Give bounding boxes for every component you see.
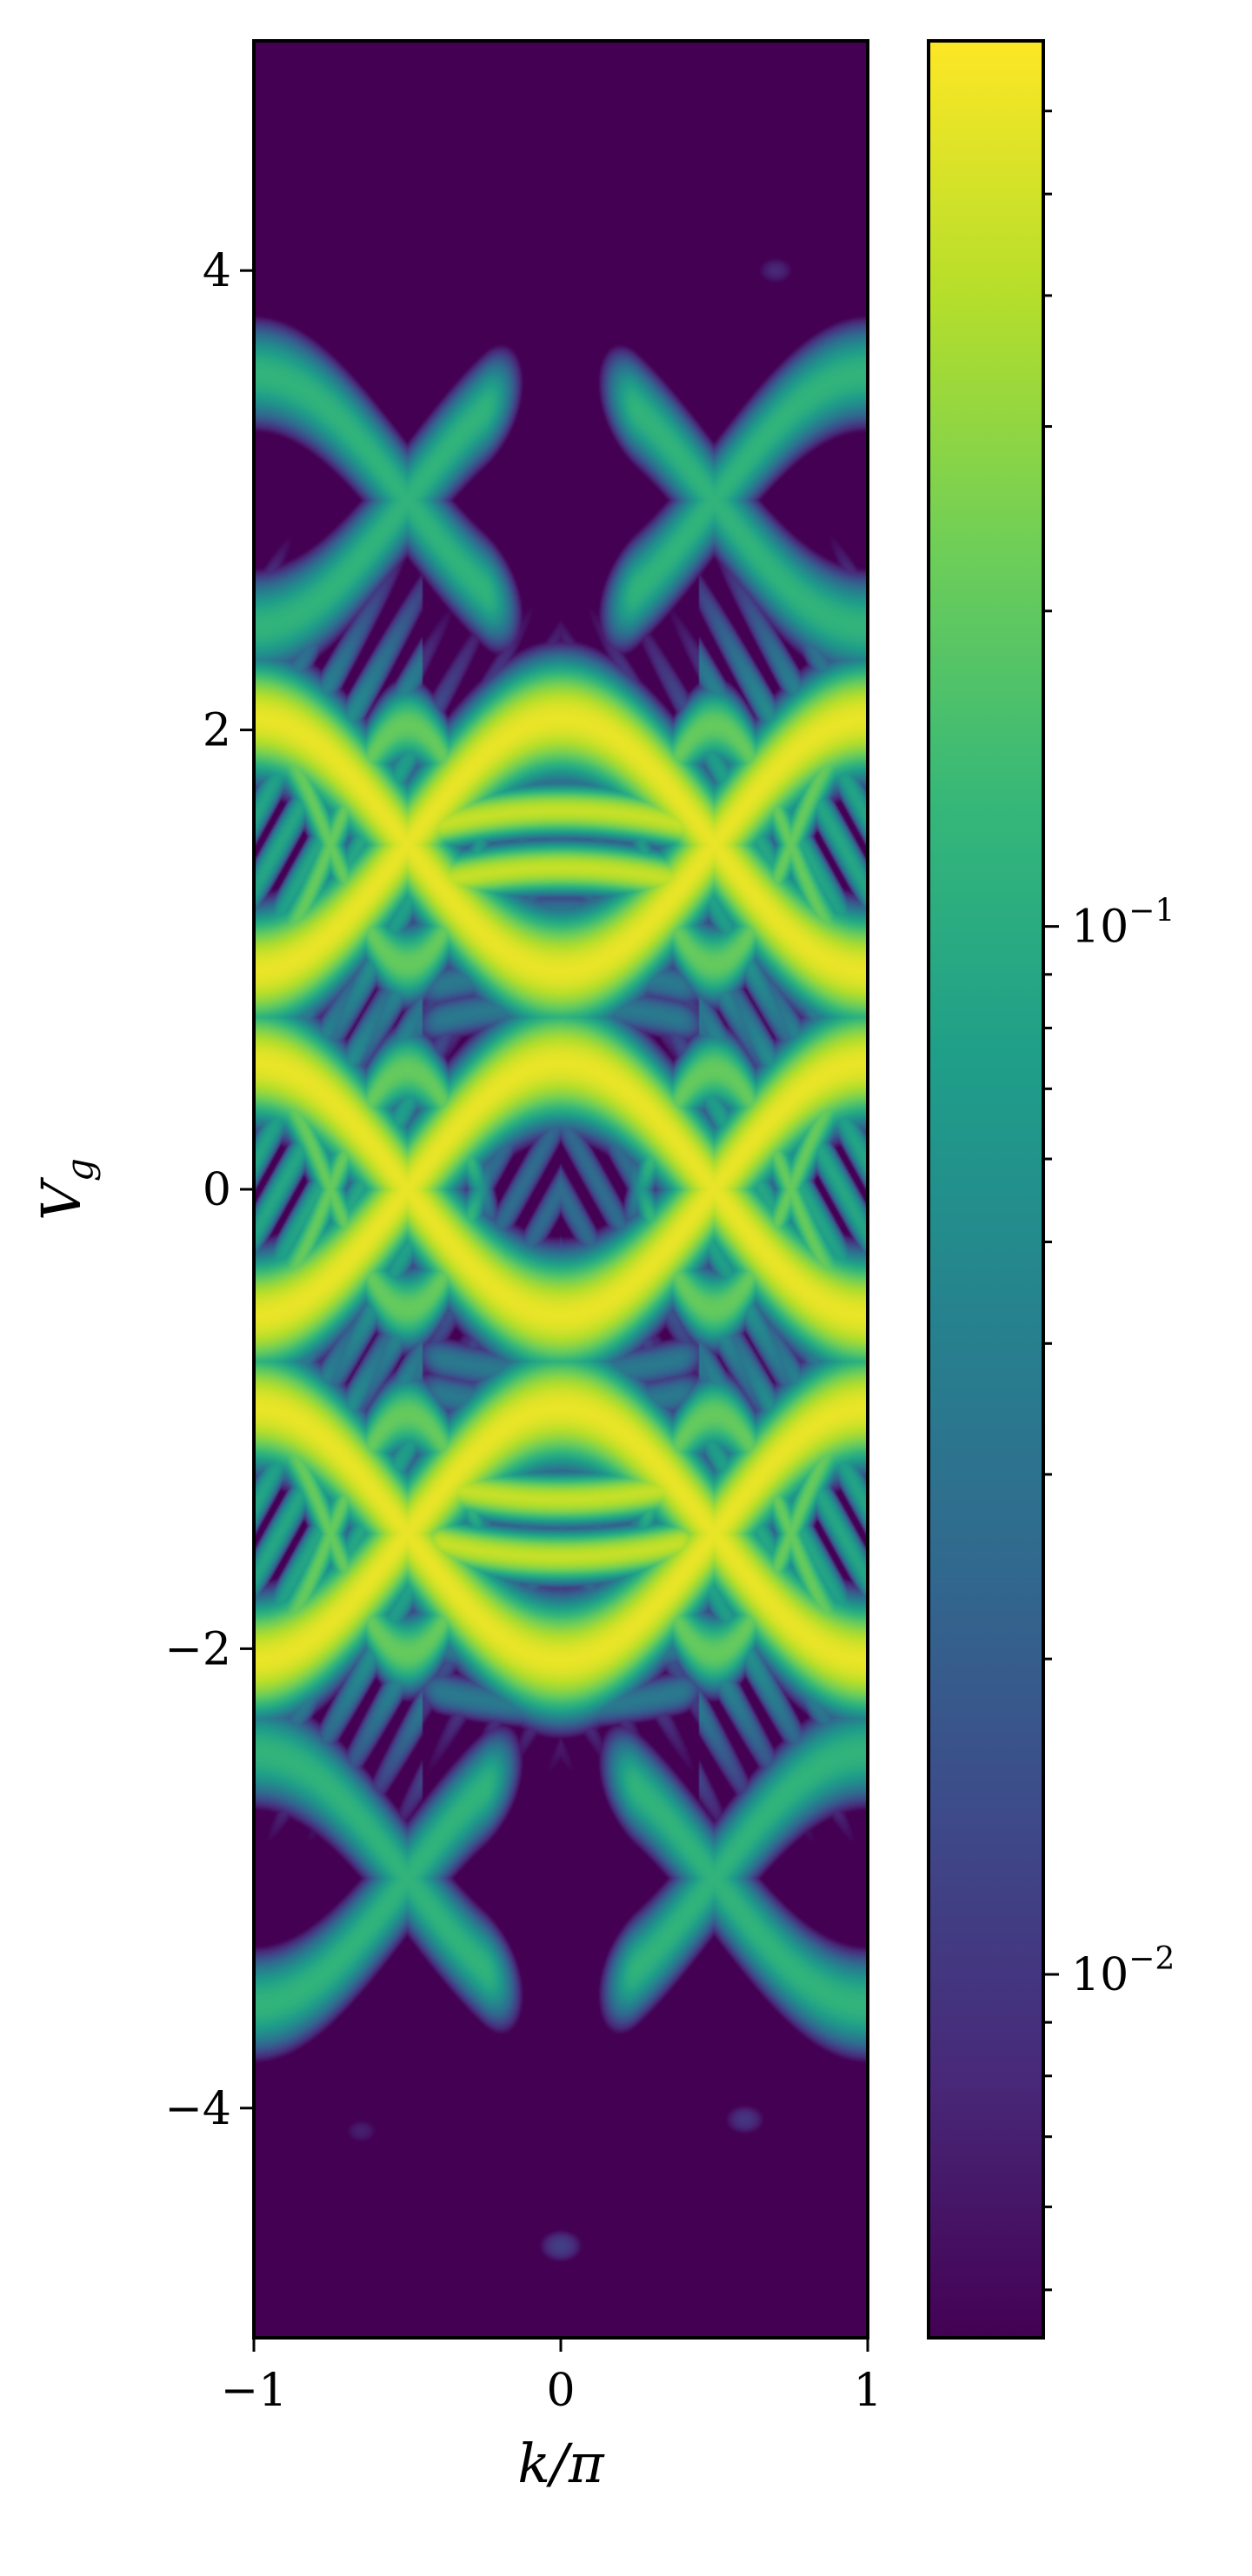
x-axis-label: k/π	[517, 2432, 604, 2495]
y-tick-label: 0	[203, 1164, 231, 1216]
x-tick-label: 0	[546, 2365, 575, 2417]
colorbar-tick-base: 10	[1071, 902, 1129, 954]
colorbar-ticks: 10−210−1	[1043, 110, 1175, 2292]
colorbar-tick-label: 10−2	[1071, 1941, 1175, 2001]
heatmap-plot-area	[252, 39, 869, 2340]
colorbar: 10−210−1	[927, 39, 1175, 2340]
y-axis-label-group: Vg	[30, 1158, 101, 1221]
x-axis: −1 0 1	[221, 2338, 882, 2417]
y-axis-label-main: V	[30, 1176, 93, 1221]
heatmap-image	[254, 41, 868, 2338]
y-tick-label: −2	[164, 1623, 231, 1675]
y-axis: 4 2 0 −2 −4	[164, 245, 254, 2135]
x-tick-label: −1	[221, 2365, 288, 2417]
colorbar-frame	[927, 39, 1045, 2340]
colorbar-tick-base: 10	[1071, 1949, 1129, 2001]
colorbar-tick-exponent: −1	[1129, 894, 1175, 929]
y-tick-label: 4	[203, 245, 231, 297]
y-tick-label: −4	[164, 2083, 231, 2135]
y-tick-label: 2	[203, 705, 231, 757]
colorbar-tick-label: 10−1	[1071, 894, 1175, 954]
y-axis-label-subscript: g	[58, 1158, 101, 1181]
colorbar-tick-exponent: −2	[1129, 1941, 1175, 1977]
x-tick-label: 1	[853, 2365, 882, 2417]
colorbar-gradient	[929, 41, 1043, 2338]
y-axis-label: Vg	[30, 1158, 101, 1221]
